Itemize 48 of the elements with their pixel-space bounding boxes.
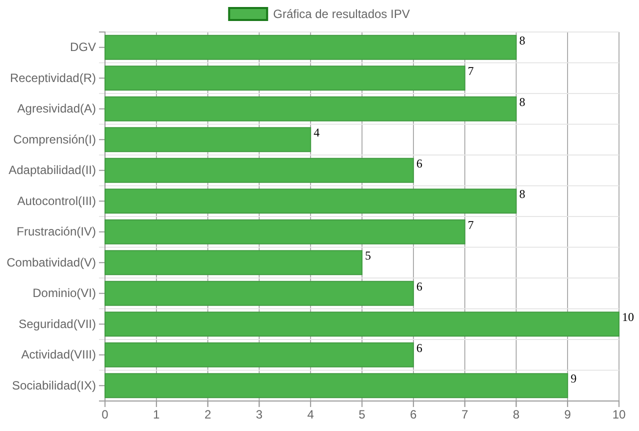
x-tick-label: 2 (204, 408, 212, 422)
y-tick-label: Frustración(IV) (16, 224, 96, 239)
x-tick-label: 7 (461, 408, 468, 422)
y-tick-label: DGV (70, 40, 96, 54)
bar (104, 219, 466, 244)
y-tick-label: Adaptabilidad(II) (8, 163, 96, 178)
bar (104, 250, 362, 276)
bar (104, 96, 517, 122)
x-tick-label: 6 (410, 408, 418, 422)
data-label: 5 (365, 248, 371, 263)
x-tick-label: 3 (256, 408, 263, 422)
y-tick-label: Sociabilidad(IX) (12, 378, 96, 392)
data-label: 6 (416, 156, 422, 170)
data-label: 7 (468, 64, 474, 78)
data-label: 4 (314, 126, 320, 140)
y-tick-label: Autocontrol(III) (17, 194, 96, 208)
y-tick-label: Actividad(VIII) (21, 348, 96, 362)
y-tick-label: Comprensión(I) (13, 132, 96, 146)
y-tick-label: Agresividad(A) (17, 102, 96, 116)
x-tick-label: 9 (564, 408, 572, 422)
y-tick-label: Dominio(VI) (32, 286, 96, 300)
x-tick-label: 1 (153, 408, 160, 422)
x-tick-label: 0 (102, 408, 109, 422)
data-label: 8 (519, 33, 526, 48)
x-tick-label: 4 (307, 408, 314, 422)
data-label: 6 (416, 340, 422, 355)
y-tick-label: Combatividad(V) (6, 255, 96, 270)
bar (104, 373, 568, 398)
bar (104, 158, 414, 183)
y-tick-label: Seguridad(VII) (18, 316, 96, 331)
data-label: 9 (570, 372, 577, 386)
data-label: 10 (622, 310, 634, 324)
x-tick-label: 10 (612, 408, 626, 422)
bar (104, 127, 312, 152)
data-label: 6 (416, 279, 422, 294)
bar (104, 342, 414, 368)
x-tick-label: 8 (512, 408, 520, 422)
bar (104, 34, 517, 60)
series-label: Gráfica de resultados IPV (273, 7, 410, 21)
y-tick-label: Receptividad(R) (10, 70, 96, 85)
bar (104, 312, 620, 337)
bar (104, 280, 414, 306)
data-label: 8 (519, 94, 526, 109)
x-tick-label: 5 (358, 408, 366, 422)
bar (104, 66, 466, 91)
data-label: 7 (468, 218, 474, 232)
bar (104, 188, 517, 214)
data-label: 8 (519, 187, 526, 202)
